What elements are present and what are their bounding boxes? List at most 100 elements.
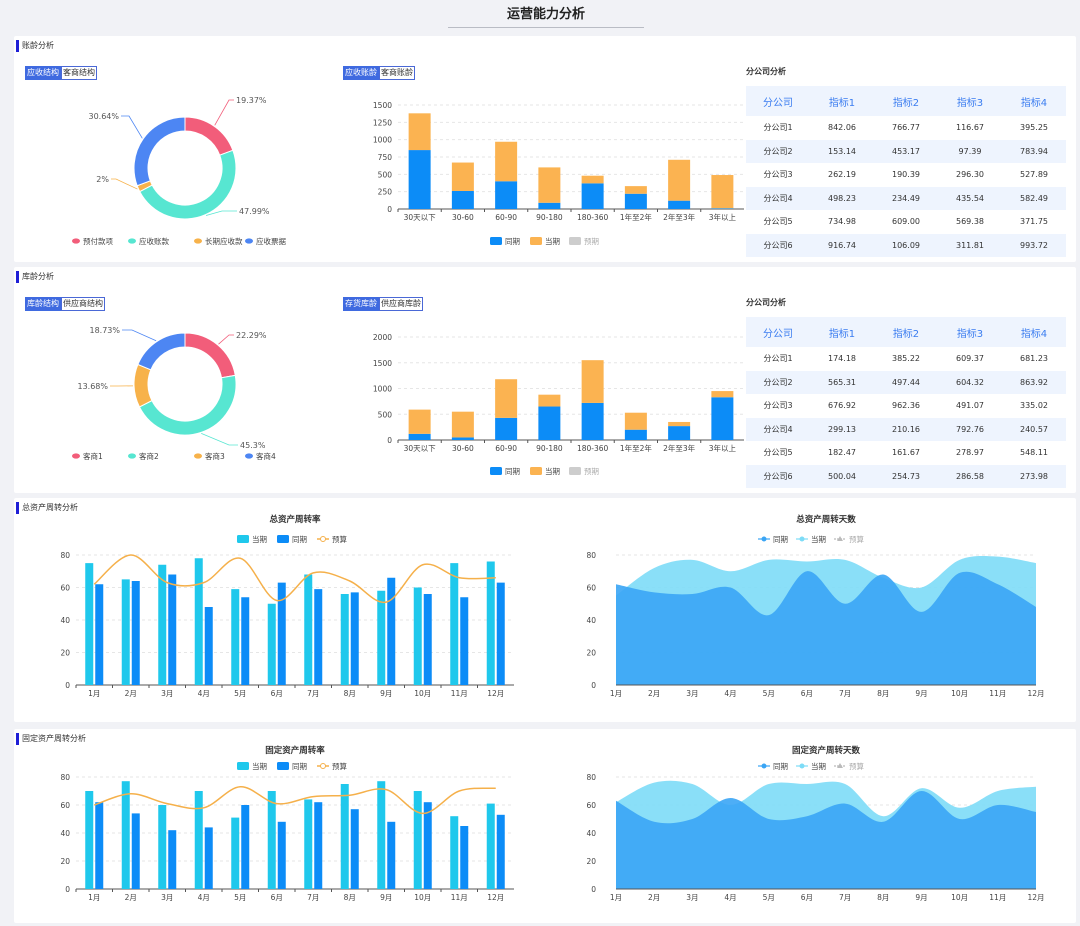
bar-prior <box>314 802 323 889</box>
table-cell: 174.18 <box>828 354 856 364</box>
bar-current <box>377 590 386 685</box>
bar-current <box>340 784 349 889</box>
x-tick-label: 12月 <box>487 689 504 698</box>
legend-label: 当期 <box>545 466 560 476</box>
bar-prior <box>131 813 140 889</box>
x-tick-label: 8月 <box>344 689 356 698</box>
table-cell: 分公司2 <box>763 377 793 387</box>
tab-receivable-structure[interactable]: 应收结构 <box>25 66 61 80</box>
x-tick-label: 5月 <box>234 893 246 902</box>
table-body: 分公司 指标1 指标2 指标3 指标4 分公司1 842.06 766.77 116.67 395… <box>746 86 1066 257</box>
legend-marker <box>277 535 289 543</box>
y-tick-label: 1250 <box>373 118 392 127</box>
table-header-cell: 指标1 <box>828 328 856 340</box>
tab-customer-structure[interactable]: 客商结构 <box>61 66 97 80</box>
bar-segment-current <box>711 175 734 209</box>
legend-label: 同期 <box>505 467 520 476</box>
bar-segment-current <box>581 360 604 403</box>
table-cell: 278.97 <box>956 448 984 458</box>
legend-marker <box>799 763 805 769</box>
total-asset-turnover-days-chart: 总资产周转天数 0 20 40 60 80 1月 2月 3月 4月 5月 6月 7月 8月 9月 10月 11月… <box>586 514 1044 698</box>
bar-prior <box>131 581 140 685</box>
legend-label: 应收票据 <box>256 236 286 246</box>
pie-slice <box>133 116 186 187</box>
bar-current <box>231 589 240 685</box>
legend-marker <box>194 238 202 244</box>
inventory-section-title: 库龄分析 <box>16 271 54 283</box>
legend-marker <box>490 467 502 475</box>
legend-label: 同期 <box>505 237 520 246</box>
x-tick-label: 9月 <box>915 689 927 698</box>
table-cell: 569.38 <box>956 217 984 227</box>
tab-supplier-aging[interactable]: 供应商库龄 <box>379 297 423 311</box>
pie-slice-label: 30.64% <box>88 112 119 121</box>
bar-segment-prior <box>581 402 604 440</box>
table-row: 分公司2 153.14 453.17 97.39 783.94 <box>746 139 1066 163</box>
legend-marker <box>72 453 80 459</box>
bar-prior <box>350 809 359 889</box>
tab-inventory-aging[interactable]: 存货库龄 <box>343 297 379 311</box>
table-header-cell: 指标1 <box>828 97 856 109</box>
legend-marker <box>320 536 326 542</box>
x-tick-label: 4月 <box>198 689 210 698</box>
bar-segment-prior <box>495 181 518 209</box>
legend-marker <box>530 237 542 245</box>
tab-supplier-structure[interactable]: 供应商结构 <box>61 297 105 311</box>
table-row: 分公司5 182.47 161.67 278.97 548.11 <box>746 441 1066 465</box>
legend-label: 当期 <box>252 534 267 544</box>
y-tick-label: 20 <box>60 649 70 658</box>
table-cell: 582.49 <box>1020 193 1048 203</box>
table-row: 分公司5 734.98 609.00 569.38 371.75 <box>746 210 1066 234</box>
legend-label: 客商3 <box>205 451 225 461</box>
legend-marker <box>490 237 502 245</box>
x-tick-label: 9月 <box>915 893 927 902</box>
bar-current <box>158 564 167 685</box>
x-tick-label: 180-360 <box>577 444 609 453</box>
bar-segment-prior <box>624 429 647 440</box>
aging-branch-table: 分公司分析 分公司 指标1 指标2 指标3 指标4 分公司1 842.06 766.77 116… <box>746 66 1066 257</box>
x-tick-label: 6月 <box>801 893 813 902</box>
y-tick-label: 40 <box>60 829 70 838</box>
y-tick-label: 1500 <box>373 101 392 110</box>
x-tick-label: 7月 <box>307 689 319 698</box>
table-cell: 842.06 <box>828 123 856 133</box>
tab-aging-structure[interactable]: 库龄结构 <box>25 297 61 311</box>
table-row: 分公司3 676.92 962.36 491.07 335.02 <box>746 394 1066 418</box>
x-tick-label: 9月 <box>380 689 392 698</box>
bar-segment-current <box>408 113 431 151</box>
aging-pie-tabs: 应收结构 客商结构 <box>25 66 97 80</box>
table-cell: 548.11 <box>1020 448 1048 458</box>
table-cell: 371.75 <box>1020 217 1048 227</box>
legend-marker <box>761 536 767 542</box>
legend-label: 客商2 <box>139 451 159 461</box>
bar-prior <box>204 607 213 685</box>
table-cell: 182.47 <box>828 448 856 458</box>
y-tick-label: 80 <box>60 551 70 560</box>
bar-current <box>85 791 94 889</box>
legend-marker <box>237 762 249 770</box>
legend-label: 当期 <box>252 761 267 771</box>
table-cell: 335.02 <box>1020 401 1048 411</box>
y-tick-label: 80 <box>586 551 596 560</box>
table-cell: 916.74 <box>828 240 856 250</box>
x-tick-label: 11月 <box>989 689 1006 698</box>
legend-marker <box>128 238 136 244</box>
legend-marker <box>761 763 767 769</box>
tab-receivable-aging[interactable]: 应收账龄 <box>343 66 379 80</box>
legend-label: 预算 <box>332 761 347 771</box>
bar-current <box>304 574 313 685</box>
pie-leader-line <box>111 178 138 190</box>
x-tick-label: 6月 <box>271 689 283 698</box>
y-tick-label: 0 <box>591 885 596 894</box>
x-tick-label: 60-90 <box>495 213 517 222</box>
table-cell: 491.07 <box>956 401 984 411</box>
legend-label: 当期 <box>811 534 826 544</box>
table-cell: 分公司2 <box>763 146 793 156</box>
x-tick-label: 8月 <box>877 893 889 902</box>
tab-customer-aging[interactable]: 客商账龄 <box>379 66 415 80</box>
table-cell: 分公司5 <box>763 448 793 458</box>
x-tick-label: 3月 <box>686 893 698 902</box>
table-cell: 分公司3 <box>763 170 793 180</box>
bar-current <box>231 817 240 889</box>
legend-label: 同期 <box>292 535 307 544</box>
